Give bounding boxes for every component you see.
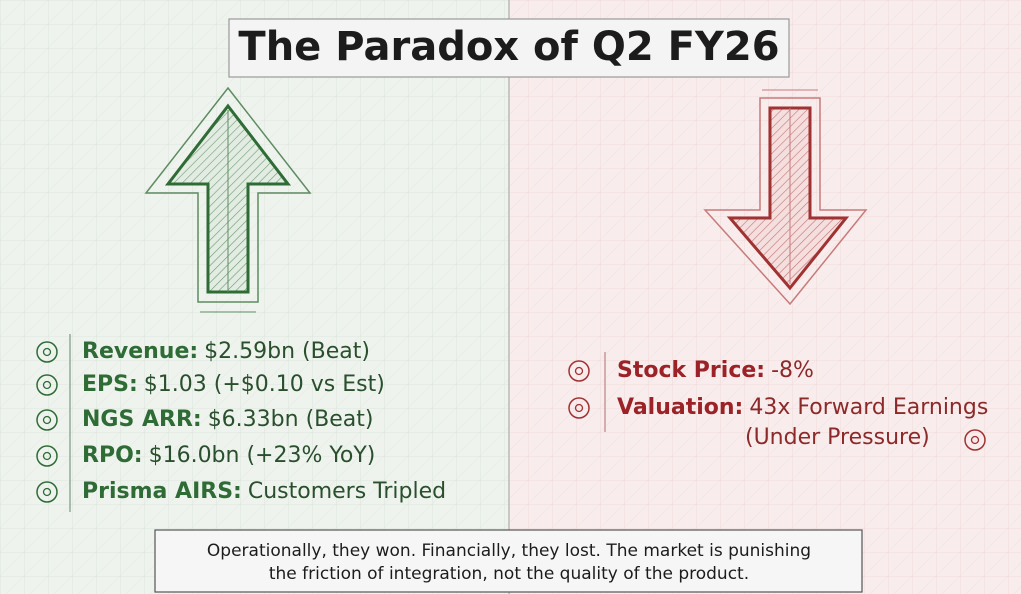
item-icon	[36, 445, 58, 467]
item-value: $6.33bn (Beat)	[208, 407, 374, 432]
item-value: $2.59bn (Beat)	[204, 339, 370, 364]
item-value: $1.03 (+$0.10 vs Est)	[144, 372, 385, 397]
item-icon-dot	[42, 451, 52, 461]
down-arrow-outline	[703, 97, 868, 306]
item-icon-dot	[42, 380, 52, 390]
item-label: NGS ARR:	[82, 407, 202, 432]
title-box	[228, 18, 790, 78]
item-text: RPO: $16.0bn (+23% YoY)	[82, 443, 375, 468]
title: The Paradox of Q2 FY26	[238, 24, 779, 70]
item-icon	[36, 409, 58, 431]
item-note: (Under Pressure)	[745, 425, 930, 450]
item-value: $16.0bn (+23% YoY)	[149, 443, 376, 468]
item-value: Customers Tripled	[248, 479, 446, 504]
item-icon	[568, 360, 590, 382]
item-icon-dot	[42, 415, 52, 425]
up-arrow-outline	[144, 86, 312, 303]
footer-line: the friction of integration, not the qua…	[269, 564, 749, 584]
item-icon	[36, 341, 58, 363]
item-label: RPO:	[82, 443, 143, 468]
item-text: Valuation: 43x Forward Earnings	[617, 395, 988, 420]
item-icon-dot	[42, 487, 52, 497]
item-label: Revenue:	[82, 339, 198, 364]
footer-box	[154, 529, 863, 593]
item-text: EPS: $1.03 (+$0.10 vs Est)	[82, 372, 385, 397]
item-value: 43x Forward Earnings	[749, 395, 988, 420]
footer-line: Operationally, they won. Financially, th…	[207, 541, 811, 561]
item-label: Stock Price:	[617, 358, 765, 383]
item-label: Valuation:	[617, 395, 743, 420]
item-icon-dot	[574, 366, 584, 376]
item-text: NGS ARR: $6.33bn (Beat)	[82, 407, 373, 432]
item-icon	[964, 429, 986, 451]
item-label: EPS:	[82, 372, 138, 397]
item-label: Prisma AIRS:	[82, 479, 242, 504]
left-grid	[0, 0, 509, 594]
item-icon-dot	[574, 403, 584, 413]
item-text: Revenue: $2.59bn (Beat)	[82, 339, 370, 364]
item-icon-dot	[42, 347, 52, 357]
item-icon	[36, 481, 58, 503]
item-icon	[568, 397, 590, 419]
item-icon	[36, 374, 58, 396]
right-grid	[509, 0, 1021, 594]
item-icon-dot	[970, 435, 980, 445]
item-value: -8%	[771, 358, 814, 383]
item-text: Prisma AIRS: Customers Tripled	[82, 479, 446, 504]
item-text: Stock Price: -8%	[617, 358, 814, 383]
